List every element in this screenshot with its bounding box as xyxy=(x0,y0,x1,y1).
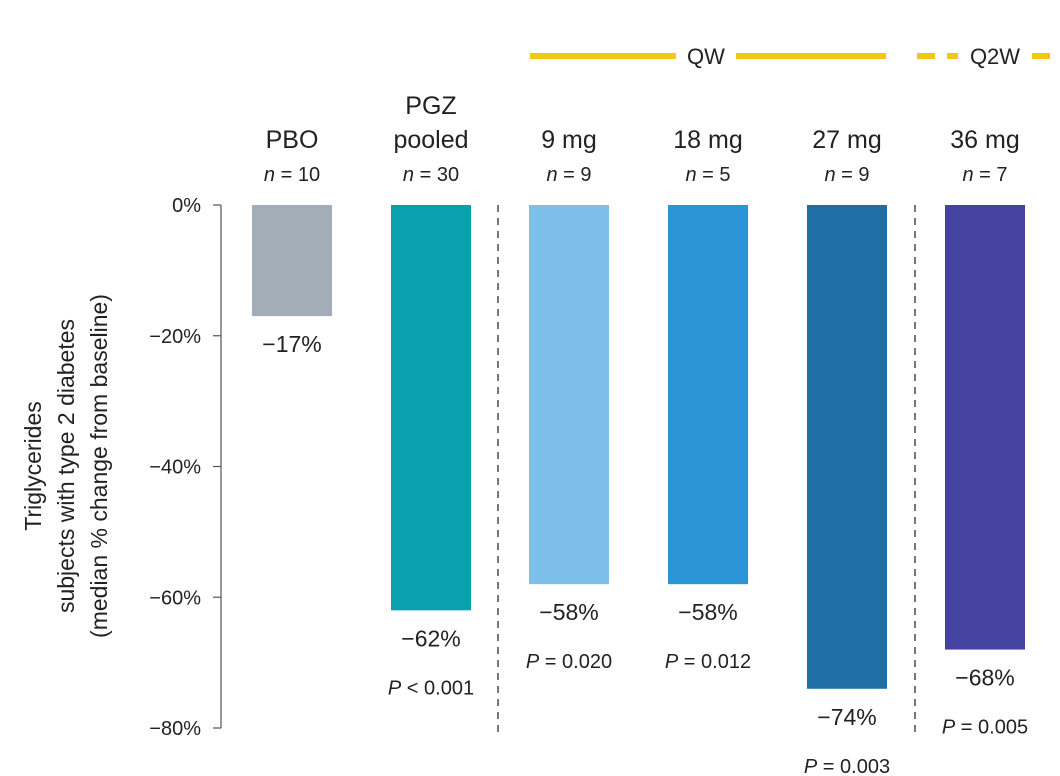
category-label-pgz-pooled-line-2: pooled xyxy=(393,126,468,154)
value-label-pbo: −17% xyxy=(262,331,321,357)
bar-18-mg xyxy=(668,205,748,585)
category-headers: PBO n = 10 PGZ pooled n = 30 9 mg n = 9 18 mg n … xyxy=(264,92,1020,186)
n-label-36-mg: n = 7 xyxy=(962,164,1007,186)
p-value-27-mg: P = 0.003 xyxy=(804,756,890,776)
bar-pgz-pooled xyxy=(391,205,471,611)
p-value-18-mg: P = 0.012 xyxy=(665,651,751,673)
value-label-27-mg: −74% xyxy=(817,704,876,730)
p-value-9-mg: P = 0.020 xyxy=(526,651,612,673)
group-headers: QW Q2W xyxy=(530,44,1055,69)
value-label-36-mg: −68% xyxy=(955,665,1014,691)
y-tick-label-2: −40% xyxy=(149,457,201,479)
y-axis: 0% −20% −40% −60% −80% xyxy=(149,195,222,740)
value-label-9-mg: −58% xyxy=(539,599,598,625)
category-label-36-mg: 36 mg xyxy=(950,126,1019,154)
n-label-27-mg: n = 9 xyxy=(824,164,869,186)
y-tick-label-4: −80% xyxy=(149,718,201,740)
y-axis-title: Triglycerides subjects with type 2 diabet… xyxy=(20,294,112,638)
y-tick-label-3: −60% xyxy=(149,587,201,609)
bar-9-mg xyxy=(529,205,609,585)
group-label-q2w: Q2W xyxy=(970,44,1020,69)
n-label-pbo: n = 10 xyxy=(264,164,320,186)
bar-pbo xyxy=(252,205,332,317)
category-label-9-mg: 9 mg xyxy=(541,126,597,154)
y-tick-label-1: −20% xyxy=(149,326,201,348)
y-tick-label-0: 0% xyxy=(172,195,201,217)
n-label-pgz-pooled: n = 30 xyxy=(403,164,459,186)
bars xyxy=(252,205,1025,689)
p-value-pgz-pooled: P < 0.001 xyxy=(388,677,474,699)
separators xyxy=(497,205,916,738)
category-label-18-mg: 18 mg xyxy=(673,126,742,154)
value-label-pgz-pooled: −62% xyxy=(401,625,460,651)
bar-36-mg xyxy=(945,205,1025,650)
n-label-9-mg: n = 9 xyxy=(546,164,591,186)
y-axis-title-line-2: subjects with type 2 diabetes xyxy=(53,319,79,613)
value-label-18-mg: −58% xyxy=(678,599,737,625)
bar-27-mg xyxy=(807,205,887,689)
group-label-qw: QW xyxy=(687,44,725,69)
p-value-36-mg: P = 0.005 xyxy=(942,717,1028,739)
n-label-18-mg: n = 5 xyxy=(685,164,730,186)
y-axis-title-line-1: Triglycerides xyxy=(20,401,46,531)
category-label-27-mg: 27 mg xyxy=(812,126,881,154)
category-label-pgz-pooled-line-1: PGZ xyxy=(405,92,456,120)
value-labels: −17% −62% P < 0.001 −58% P = 0.020 −58% P = 0.… xyxy=(262,331,1028,776)
category-label-pbo: PBO xyxy=(266,126,319,154)
y-axis-title-line-3: (median % change from baseline) xyxy=(86,294,112,638)
